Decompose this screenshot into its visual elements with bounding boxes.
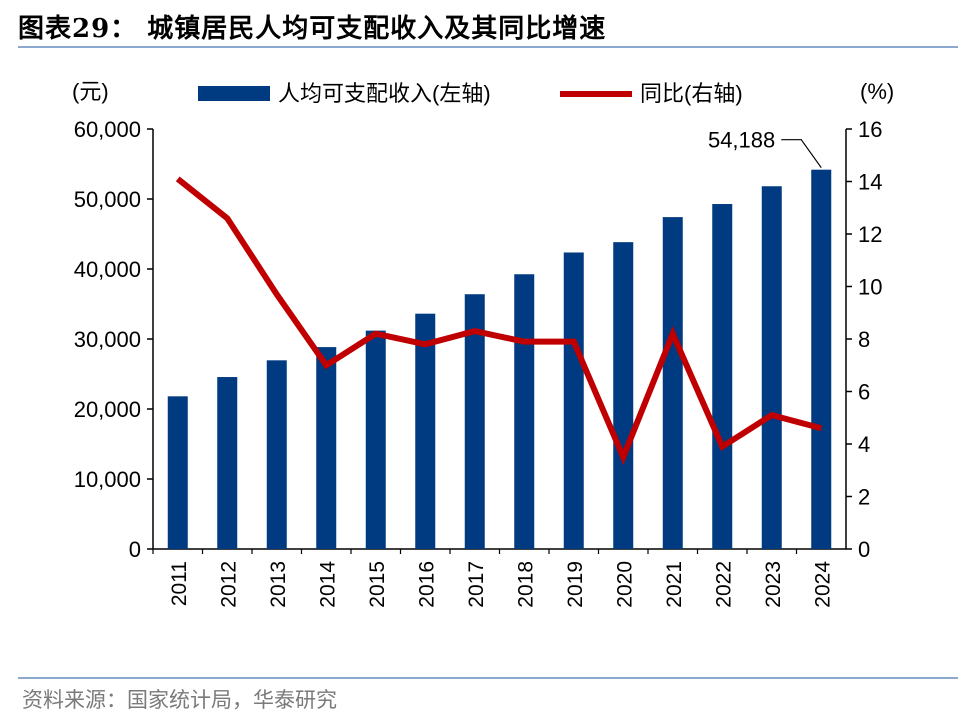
x-tick-label: 2014: [316, 561, 339, 608]
x-tick-label: 2016: [415, 561, 438, 608]
income-bar: [662, 217, 683, 549]
chart-title: 图表29： 城镇居民人均可支配收入及其同比增速: [18, 14, 607, 44]
right-tick-label: 8: [858, 327, 870, 352]
right-tick-label: 16: [858, 117, 882, 142]
legend-bar-label: 人均可支配收入(左轴): [278, 81, 491, 106]
income-bar: [316, 347, 337, 549]
right-tick-label: 10: [858, 275, 882, 300]
left-tick-label: 50,000: [74, 187, 141, 212]
x-tick-label: 2011: [168, 561, 191, 606]
x-tick-label: 2024: [811, 561, 834, 608]
right-tick-label: 6: [858, 380, 870, 405]
left-tick-label: 10,000: [74, 467, 141, 492]
legend: 人均可支配收入(左轴) 同比(右轴): [198, 81, 743, 106]
x-tick-label: 2021: [663, 561, 686, 608]
annotation-leader: [781, 139, 822, 169]
left-axis-unit: (元): [72, 79, 109, 104]
income-bar: [761, 186, 782, 550]
income-bar: [811, 169, 832, 549]
right-tick-label: 14: [858, 170, 882, 195]
left-tick-label: 60,000: [74, 117, 141, 142]
income-bar: [266, 360, 287, 549]
right-axis-unit: (%): [860, 79, 894, 104]
left-tick-label: 40,000: [74, 257, 141, 282]
income-bar: [712, 204, 733, 550]
income-bar: [167, 396, 188, 549]
title-divider: [18, 46, 958, 48]
right-tick-label: 12: [858, 222, 882, 247]
right-tick-label: 2: [858, 485, 870, 510]
left-tick-label: 0: [129, 537, 141, 562]
annotation-label: 54,188: [708, 128, 775, 153]
x-tick-label: 2022: [712, 561, 735, 608]
left-tick-label: 20,000: [74, 397, 141, 422]
x-tick-label: 2019: [564, 561, 587, 608]
x-tick-label: 2017: [465, 561, 488, 608]
income-bar: [563, 252, 584, 549]
footer-divider: [18, 677, 958, 679]
x-tick-label: 2020: [613, 561, 636, 608]
x-tick-label: 2023: [762, 561, 785, 608]
x-tick-label: 2013: [267, 561, 290, 608]
yoy-growth-line: [175, 176, 823, 465]
right-tick-label: 4: [858, 432, 870, 457]
income-bar: [464, 294, 485, 549]
income-bar: [514, 274, 535, 549]
source-note: 资料来源：国家统计局，华泰研究: [22, 688, 337, 712]
income-bar: [365, 330, 386, 549]
right-tick-label: 0: [858, 537, 870, 562]
x-tick-label: 2018: [514, 561, 537, 608]
legend-bar-swatch: [198, 86, 270, 101]
left-tick-label: 30,000: [74, 327, 141, 352]
x-tick-label: 2015: [366, 561, 389, 608]
income-bar: [415, 313, 436, 549]
x-tick-label: 2012: [217, 561, 240, 608]
income-bar: [613, 242, 634, 550]
income-bar: [217, 377, 238, 549]
legend-line-label: 同比(右轴): [640, 81, 743, 106]
